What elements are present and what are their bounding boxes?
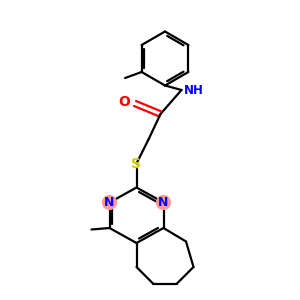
Text: N: N <box>104 196 115 209</box>
Text: N: N <box>158 196 169 209</box>
Circle shape <box>103 196 116 209</box>
Text: S: S <box>131 157 142 170</box>
Circle shape <box>157 196 170 209</box>
Text: NH: NH <box>184 83 204 97</box>
Text: O: O <box>118 95 130 109</box>
